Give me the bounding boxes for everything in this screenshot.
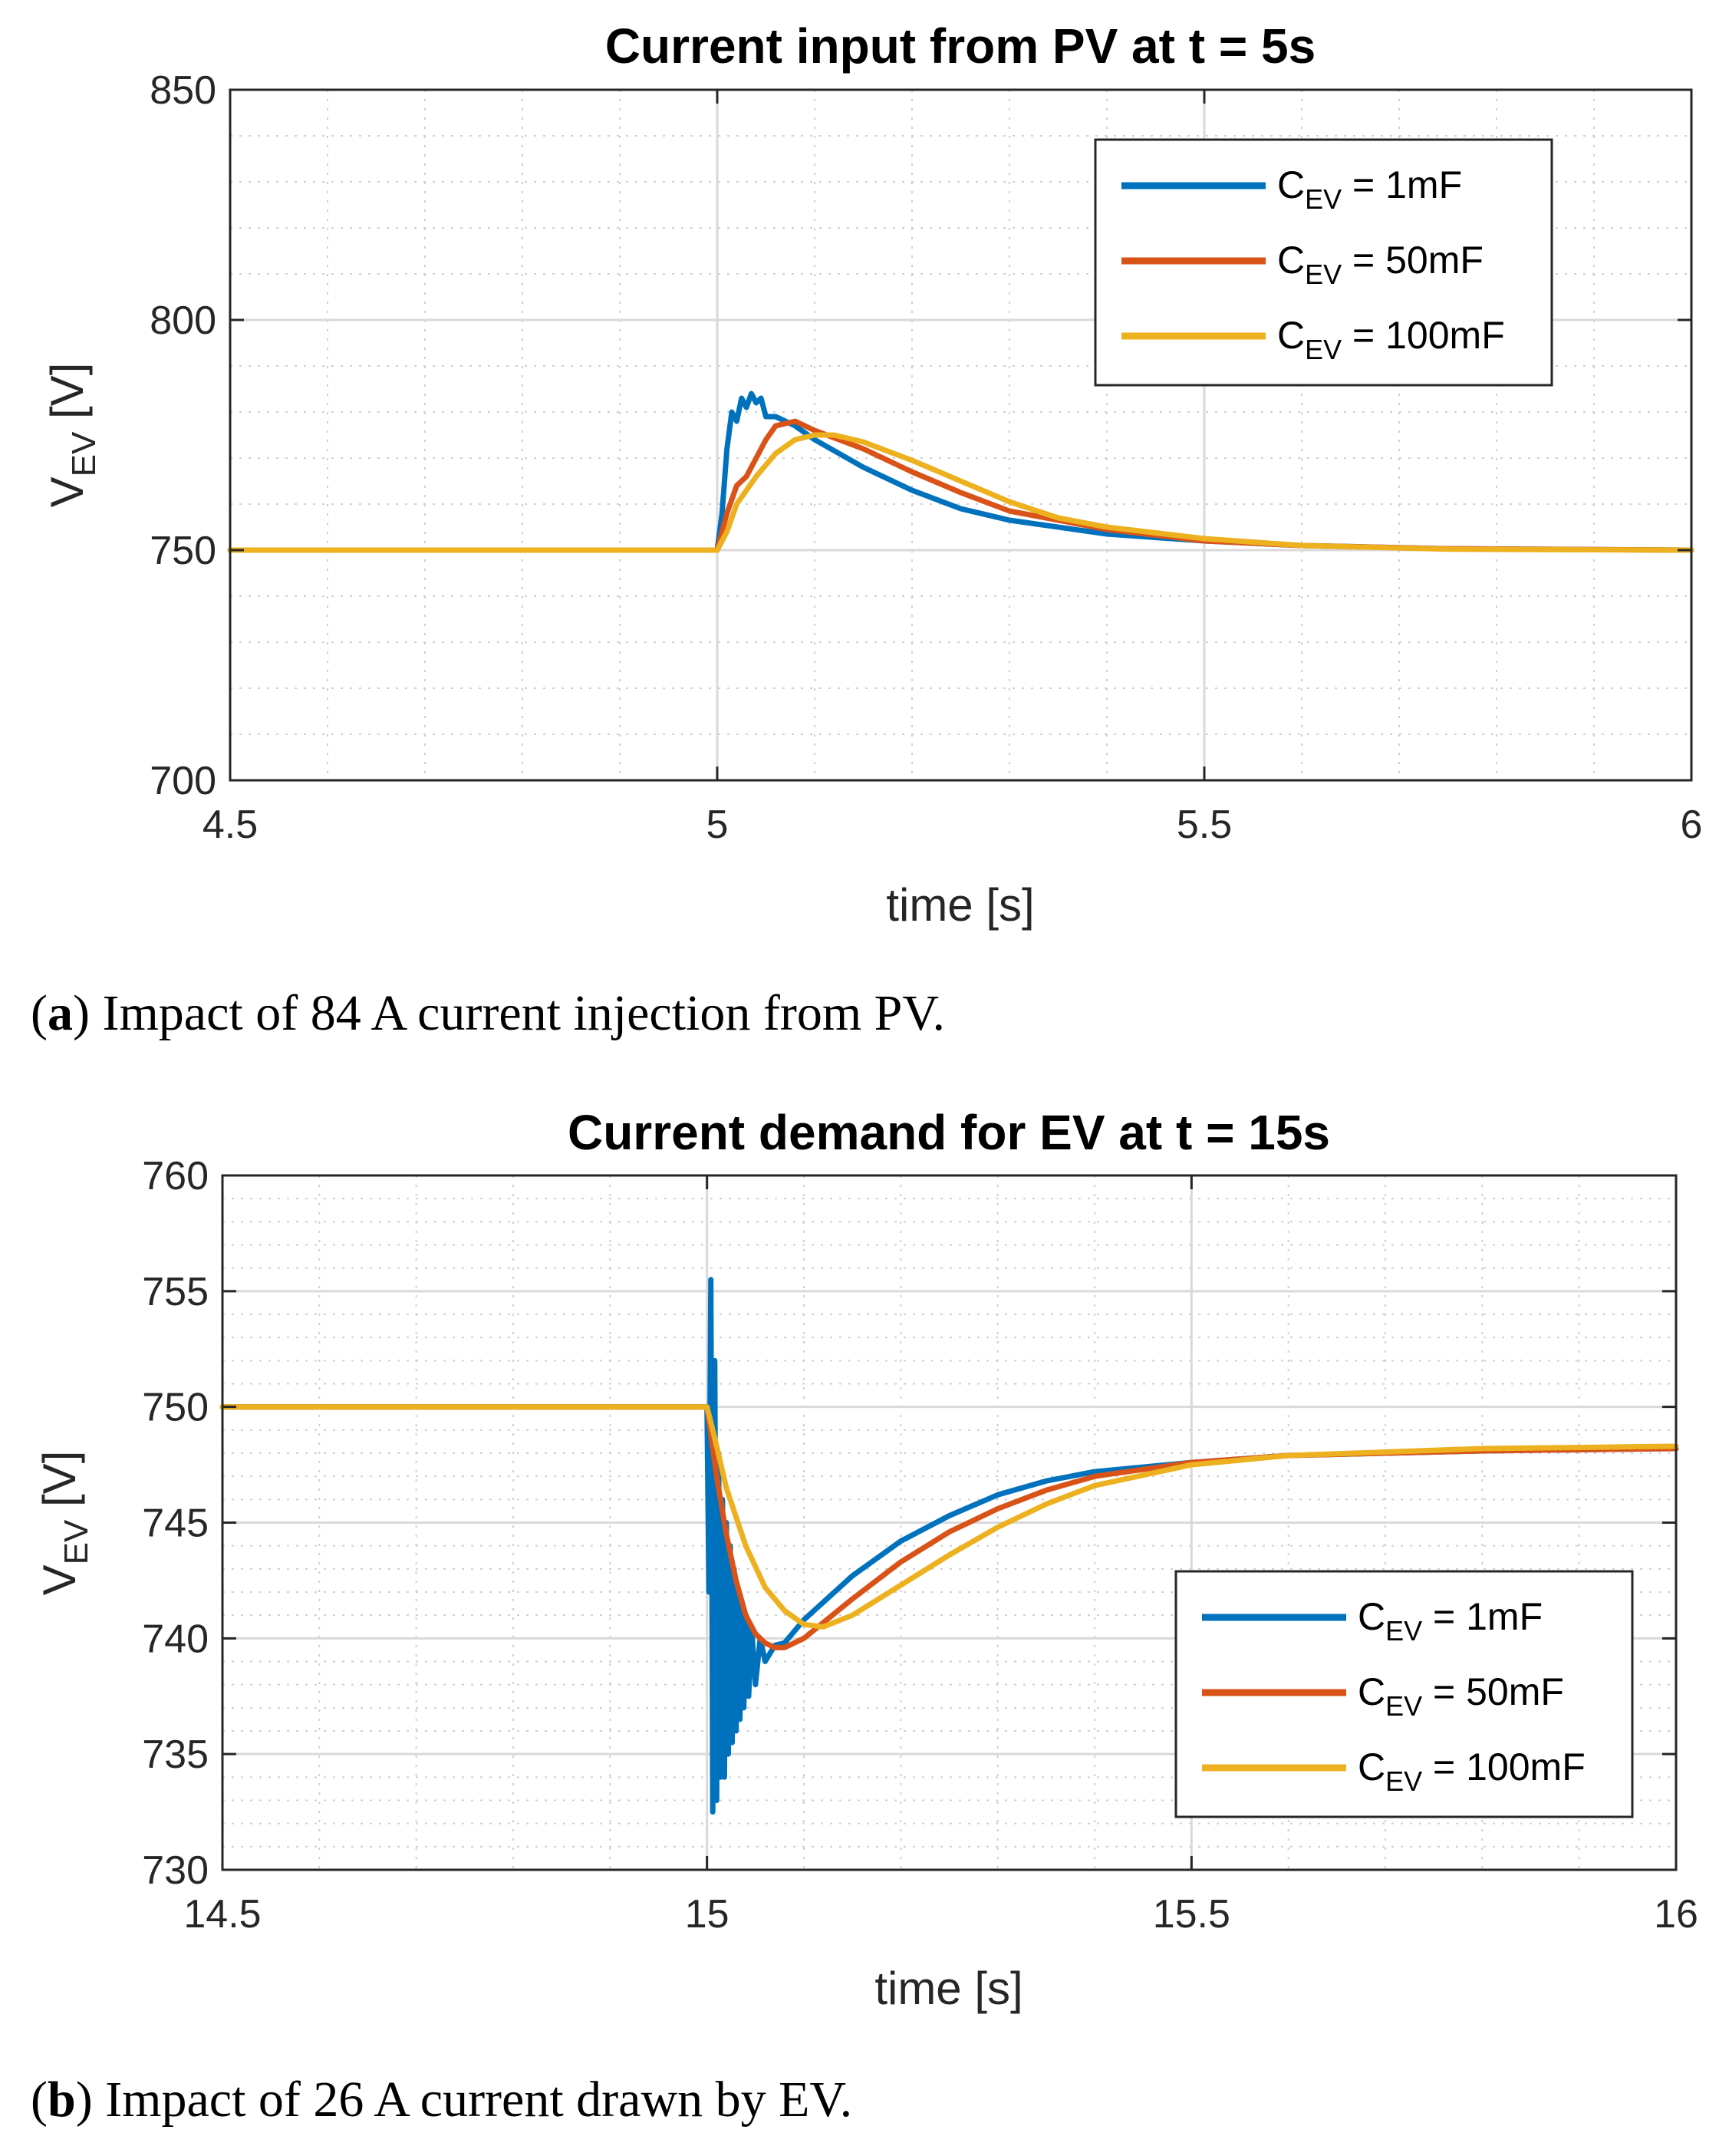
chart-b: 14.5 15 15.5 16 730 735 740 745 750 755 760 Curren… (31, 1105, 1698, 2128)
legend-entry-50mf: CEV = 50mF (1202, 1670, 1564, 1722)
tick-marks (229, 88, 1693, 782)
legend-entry-1mf: CEV = 1mF (1121, 163, 1462, 215)
series-line-3 (227, 432, 1694, 553)
y-tick-label: 700 (150, 759, 216, 803)
legend-label-1mf: CEV = 1mF (1277, 163, 1462, 215)
legend-entry-100mf: CEV = 100mF (1202, 1746, 1586, 1797)
y-tick-label: 760 (142, 1154, 209, 1198)
plot-frame (229, 88, 1693, 782)
x-tick-label: 4.5 (203, 803, 258, 847)
tick-labels: 4.5 5 5.5 6 700 750 800 850 (150, 68, 1702, 847)
series-line-1 (227, 391, 1694, 553)
caption-b: (b) Impact of 26 A current drawn by EV. (31, 2072, 852, 2128)
y-tick-label: 745 (142, 1502, 209, 1546)
y-tick-label: 850 (150, 68, 216, 113)
y-axis-label: VEV [V] (34, 1451, 95, 1596)
y-tick-label: 755 (142, 1270, 209, 1314)
tick-labels: 14.5 15 15.5 16 730 735 740 745 750 755 760 (142, 1154, 1698, 1937)
y-axis-label-main: V (41, 476, 93, 507)
tick-marks (221, 1174, 1678, 1871)
x-tick-label: 15.5 (1153, 1892, 1230, 1937)
legend-label-100mf: CEV = 100mF (1277, 314, 1505, 365)
legend: CEV = 1mF CEV = 50mF CEV = 100mF (1094, 138, 1553, 387)
y-axis-label-unit: [V] (41, 363, 93, 432)
legend-label-50mf: CEV = 50mF (1358, 1670, 1564, 1722)
x-axis-label: time [s] (886, 879, 1034, 931)
y-tick-label: 750 (150, 529, 216, 573)
x-axis-label: time [s] (874, 1963, 1023, 2014)
x-tick-label: 6 (1681, 803, 1703, 847)
y-axis-label: VEV [V] (41, 363, 103, 508)
y-tick-label: 730 (142, 1848, 209, 1893)
series-line-2 (219, 1404, 1679, 1650)
y-axis-label-sub: EV (65, 431, 103, 476)
x-tick-label: 14.5 (183, 1892, 261, 1937)
y-tick-label: 735 (142, 1732, 209, 1777)
series-group (219, 1277, 1679, 1815)
chart-title: Current input from PV at t = 5s (605, 18, 1316, 74)
legend: CEV = 1mF CEV = 50mF CEV = 100mF (1174, 1570, 1634, 1818)
x-tick-label: 5 (706, 803, 729, 847)
y-tick-label: 750 (142, 1386, 209, 1430)
series-group (227, 391, 1694, 553)
legend-label-100mf: CEV = 100mF (1358, 1746, 1586, 1797)
series-line-1 (219, 1277, 1679, 1815)
legend-entry-1mf: CEV = 1mF (1202, 1595, 1543, 1647)
x-tick-label: 15 (685, 1892, 729, 1937)
y-tick-label: 800 (150, 298, 216, 343)
x-tick-label: 16 (1654, 1892, 1698, 1937)
chart-title: Current demand for EV at t = 15s (568, 1105, 1330, 1160)
x-tick-label: 5.5 (1177, 803, 1232, 847)
y-axis-label-sub: EV (58, 1519, 95, 1564)
legend-label-1mf: CEV = 1mF (1358, 1595, 1543, 1647)
y-axis-label-unit: [V] (34, 1451, 85, 1520)
legend-entry-100mf: CEV = 100mF (1121, 314, 1505, 365)
caption-a: (a) Impact of 84 A current injection fro… (31, 985, 945, 1041)
series-line-3 (219, 1404, 1679, 1630)
chart-a: 4.5 5 5.5 6 700 750 800 850 Current input from … (31, 18, 1702, 1041)
y-tick-label: 740 (142, 1617, 209, 1661)
y-axis-label-main: V (34, 1564, 85, 1595)
legend-label-50mf: CEV = 50mF (1277, 239, 1484, 290)
legend-entry-50mf: CEV = 50mF (1121, 239, 1484, 290)
